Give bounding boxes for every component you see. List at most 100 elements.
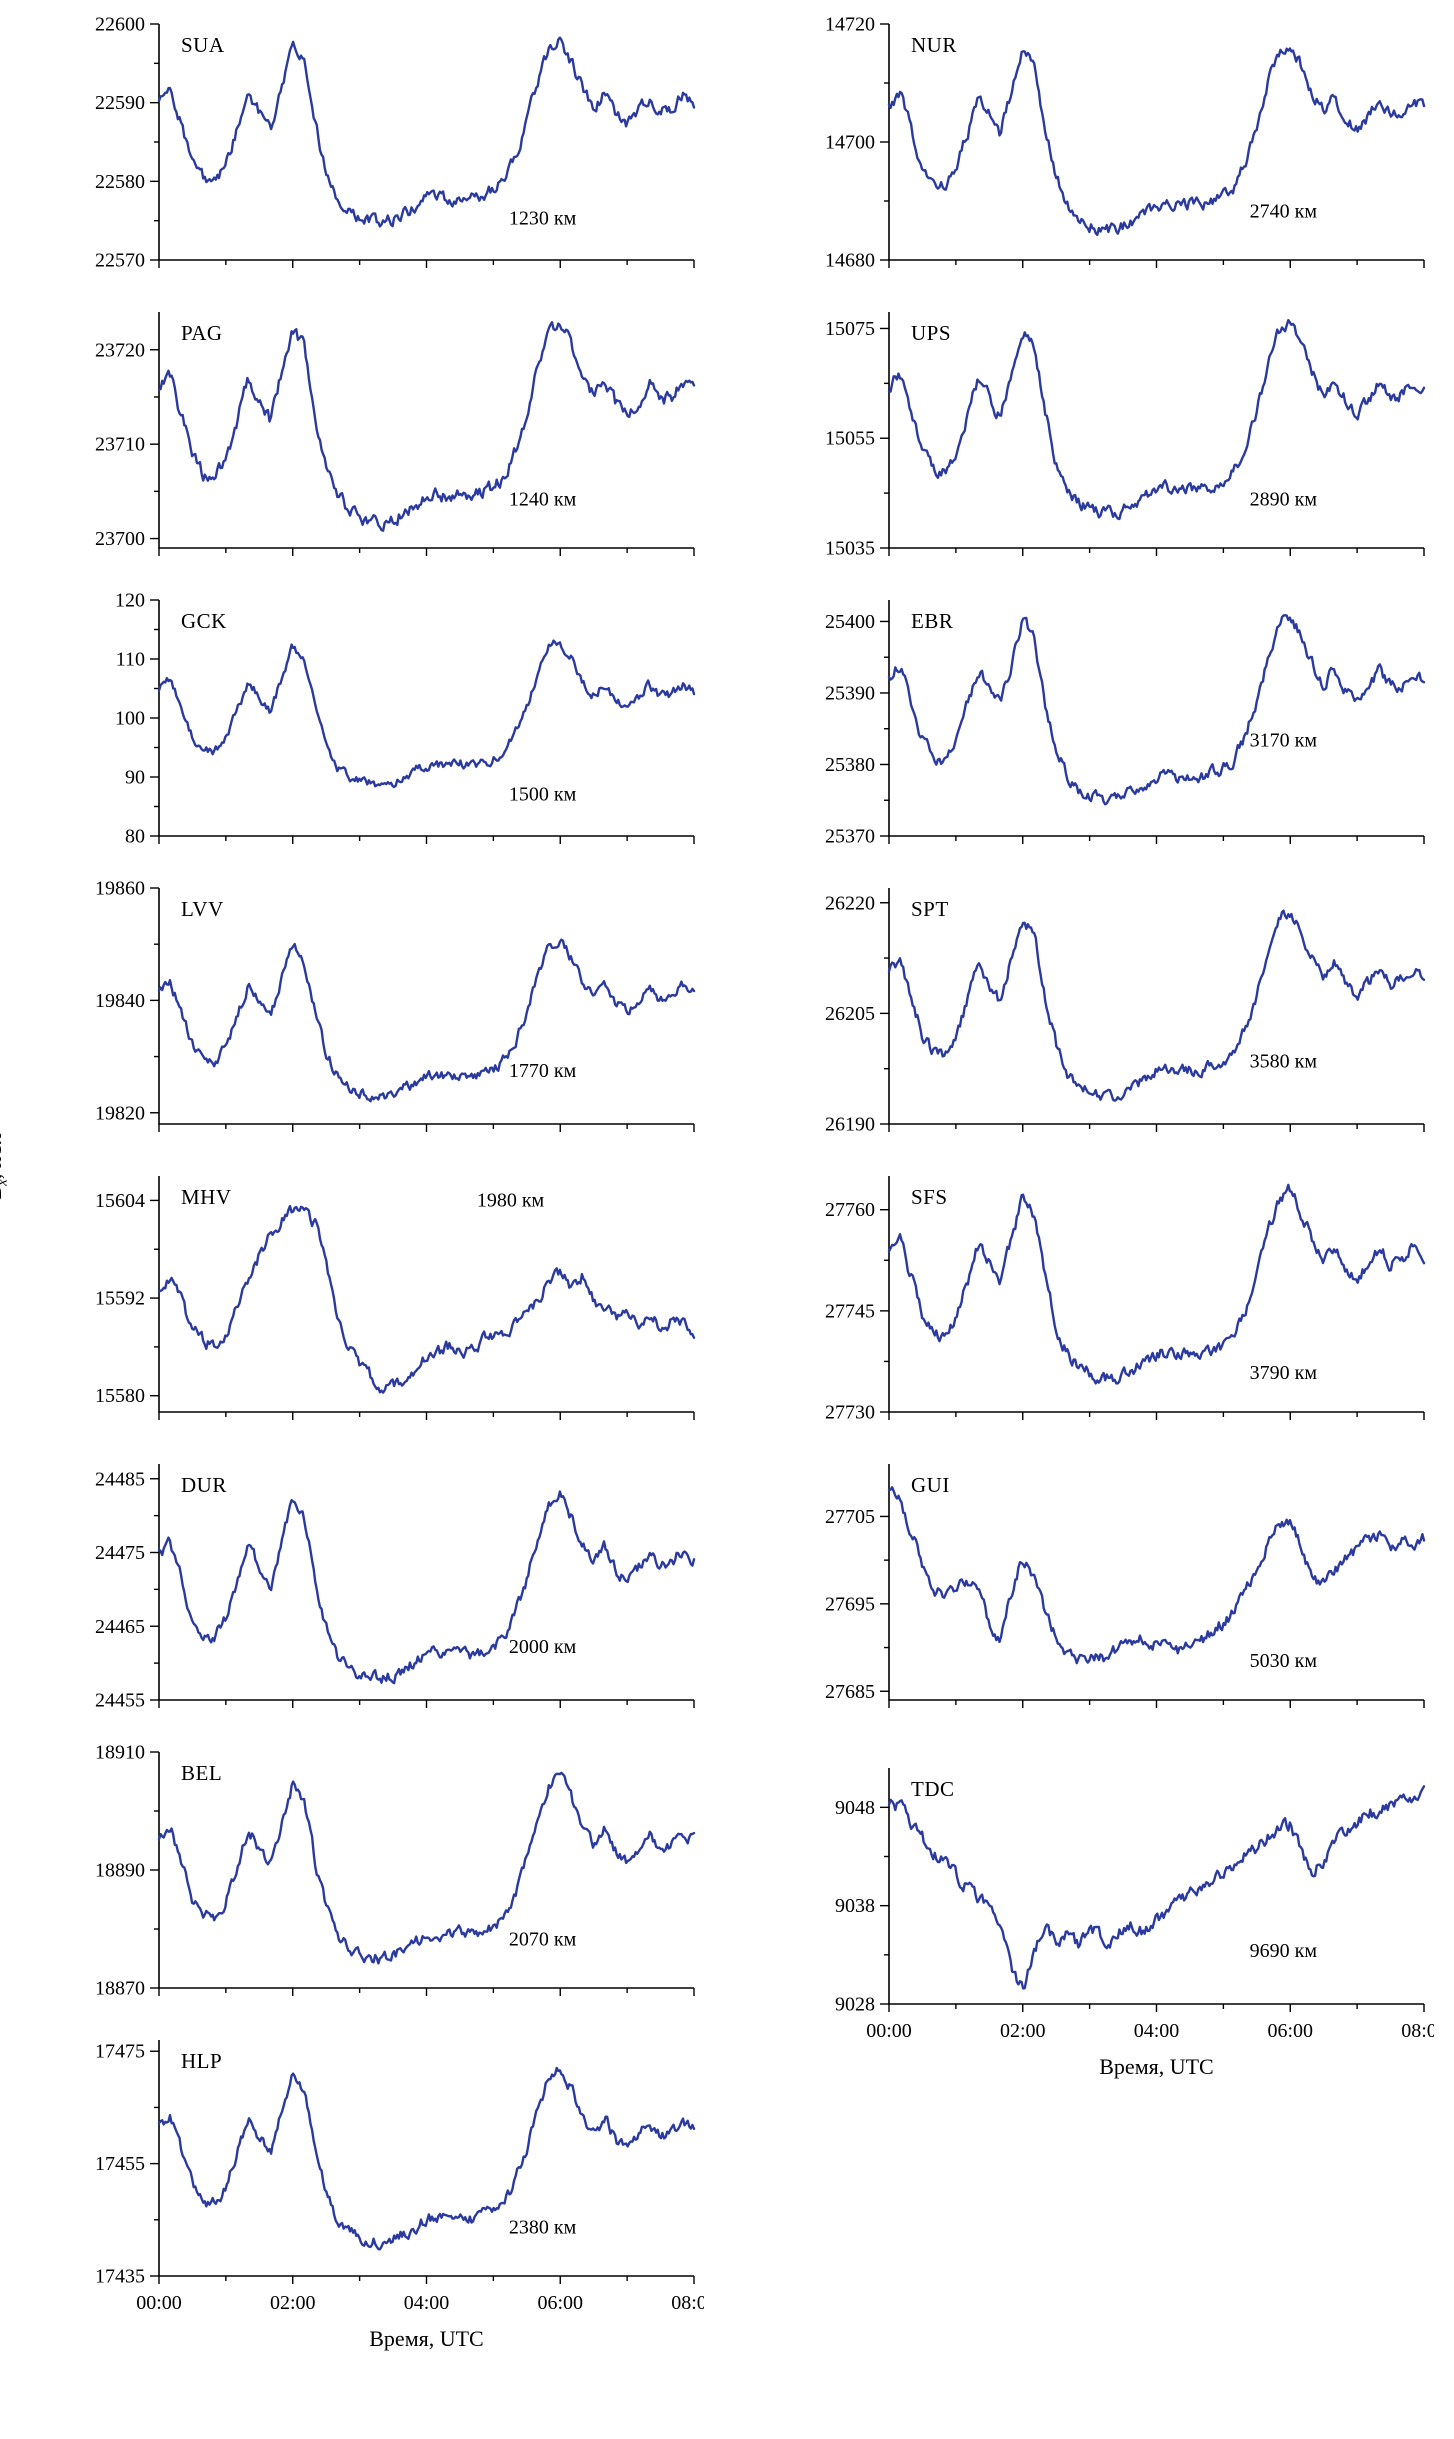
x-tick-label: 04:00 bbox=[404, 2292, 450, 2314]
distance-label: 2740 км bbox=[1250, 201, 1318, 223]
panel-SFS: 27730 27745 27760 SFS 3790 км bbox=[774, 1166, 1434, 1422]
distance-label: 3580 км bbox=[1250, 1050, 1318, 1072]
x-tick-label: 08:00 bbox=[1401, 2020, 1434, 2042]
y-tick-label: 27695 bbox=[825, 1593, 875, 1615]
y-tick-label: 15580 bbox=[95, 1385, 145, 1407]
y-tick-label: 22590 bbox=[95, 92, 145, 114]
y-tick-label: 27745 bbox=[825, 1300, 875, 1322]
panel-TDC: 9028 9038 9048 00:00 02:00 04:00 06:00 08:00 Вре… bbox=[774, 1758, 1434, 2084]
chart-GCK: 80 90 100 110 120 GCK 1500 км bbox=[115, 590, 696, 847]
y-tick-label: 26205 bbox=[825, 1003, 875, 1025]
y-tick-label: 15604 bbox=[95, 1190, 145, 1212]
y-tick-label: 22600 bbox=[95, 14, 145, 36]
y-tick-label: 19820 bbox=[95, 1102, 145, 1124]
distance-label: 2000 км bbox=[509, 1636, 577, 1658]
data-curve-NUR bbox=[887, 47, 1426, 237]
x-tick-label: 00:00 bbox=[136, 2292, 182, 2314]
station-label: BEL bbox=[181, 1761, 222, 1785]
y-tick-label: 15075 bbox=[825, 318, 875, 340]
data-curve-SFS bbox=[887, 1183, 1426, 1385]
data-curve-GUI bbox=[887, 1486, 1426, 1665]
distance-label: 1770 км bbox=[509, 1060, 577, 1082]
data-curve-MHV bbox=[157, 1204, 696, 1394]
axes-spines bbox=[158, 600, 694, 837]
x-axis-label: Время, UTC bbox=[1099, 2054, 1213, 2079]
chart-HLP: 17435 17455 17475 00:00 02:00 04:00 06:00 08:00… bbox=[95, 2040, 704, 2351]
data-curve-SUA bbox=[157, 36, 696, 228]
y-tick-label: 90 bbox=[125, 767, 145, 789]
distance-label: 1500 км bbox=[509, 784, 577, 806]
panel-UPS: 15035 15055 15075 UPS 2890 км bbox=[774, 302, 1434, 558]
panel-MHV: 15580 15592 15604 MHV 1980 км bbox=[44, 1166, 704, 1422]
data-curve-TDC bbox=[887, 1785, 1426, 1990]
y-tick-label: 27760 bbox=[825, 1199, 875, 1221]
panel-GUI: 27685 27695 27705 GUI 5030 км bbox=[774, 1454, 1434, 1710]
x-tick-label: 00:00 bbox=[866, 2020, 912, 2042]
y-tick-label: 17435 bbox=[95, 2266, 145, 2288]
station-label: NUR bbox=[911, 33, 957, 57]
panel-BEL: 18870 18890 18910 BEL 2070 км bbox=[44, 1742, 704, 1998]
y-tick-label: 25400 bbox=[825, 611, 875, 633]
left-column: 22570 22580 22590 22600 SUA 1230 км 23700 23710… bbox=[44, 14, 704, 2356]
axes-spines bbox=[158, 2040, 694, 2277]
chart-MHV: 15580 15592 15604 MHV 1980 км bbox=[95, 1176, 696, 1420]
y-tick-label: 19840 bbox=[95, 990, 145, 1012]
chart-TDC: 9028 9038 9048 00:00 02:00 04:00 06:00 08:00 Вре… bbox=[835, 1768, 1434, 2079]
y-tick-label: 27685 bbox=[825, 1681, 875, 1703]
y-tick-label: 9048 bbox=[835, 1797, 875, 1819]
station-label: LVV bbox=[181, 897, 224, 921]
axes-spines bbox=[888, 1464, 1424, 1701]
axes-spines bbox=[888, 1768, 1424, 2005]
chart-NUR: 14680 14700 14720 NUR 2740 км bbox=[825, 14, 1426, 270]
panel-columns: 22570 22580 22590 22600 SUA 1230 км 23700 23710… bbox=[44, 14, 1454, 2356]
station-label: PAG bbox=[181, 321, 223, 345]
data-curve-LVV bbox=[157, 938, 696, 1103]
axes-spines bbox=[888, 312, 1424, 549]
y-tick-label: 110 bbox=[116, 649, 145, 671]
x-axis-label: Время, UTC bbox=[369, 2326, 483, 2351]
panel-SUA: 22570 22580 22590 22600 SUA 1230 км bbox=[44, 14, 704, 270]
station-label: DUR bbox=[181, 1473, 227, 1497]
y-axis-label-unit: , нТл bbox=[0, 1133, 6, 1179]
x-tick-label: 04:00 bbox=[1134, 2020, 1180, 2042]
y-tick-label: 18890 bbox=[95, 1860, 145, 1882]
y-tick-label: 27730 bbox=[825, 1402, 875, 1423]
y-tick-label: 15055 bbox=[825, 428, 875, 450]
y-tick-label: 18870 bbox=[95, 1978, 145, 1999]
y-tick-label: 17455 bbox=[95, 2153, 145, 2175]
chart-EBR: 25370 25380 25390 25400 EBR 3170 км bbox=[825, 600, 1426, 847]
data-curve-HLP bbox=[157, 2066, 696, 2251]
y-tick-label: 80 bbox=[125, 826, 145, 847]
axes-spines bbox=[888, 24, 1424, 261]
y-tick-label: 22570 bbox=[95, 250, 145, 271]
data-curve-UPS bbox=[887, 319, 1426, 521]
panel-EBR: 25370 25380 25390 25400 EBR 3170 км bbox=[774, 590, 1434, 846]
data-curve-BEL bbox=[157, 1771, 696, 1965]
panel-DUR: 24455 24465 24475 24485 DUR 2000 км bbox=[44, 1454, 704, 1710]
station-label: UPS bbox=[911, 321, 951, 345]
y-tick-label: 14700 bbox=[825, 132, 875, 154]
y-tick-label: 17475 bbox=[95, 2041, 145, 2063]
axes-spines bbox=[158, 1176, 694, 1413]
station-label: MHV bbox=[181, 1185, 232, 1209]
y-tick-label: 15035 bbox=[825, 538, 875, 559]
axes-spines bbox=[888, 1176, 1424, 1413]
y-tick-label: 9038 bbox=[835, 1895, 875, 1917]
station-label: EBR bbox=[911, 609, 953, 633]
station-label: GCK bbox=[181, 609, 227, 633]
chart-BEL: 18870 18890 18910 BEL 2070 км bbox=[95, 1742, 696, 1999]
y-tick-label: 18910 bbox=[95, 1742, 145, 1764]
y-tick-label: 19860 bbox=[95, 878, 145, 900]
y-tick-label: 26220 bbox=[825, 892, 875, 914]
station-label: SFS bbox=[911, 1185, 948, 1209]
y-tick-label: 25370 bbox=[825, 826, 875, 847]
y-tick-label: 14720 bbox=[825, 14, 875, 36]
data-curve-GCK bbox=[157, 639, 696, 789]
distance-label: 2070 км bbox=[509, 1929, 577, 1951]
y-tick-label: 100 bbox=[115, 708, 145, 730]
distance-label: 1980 км bbox=[477, 1190, 545, 1212]
y-axis-label-variable: B bbox=[0, 1186, 6, 1199]
y-tick-label: 23720 bbox=[95, 339, 145, 361]
x-tick-label: 02:00 bbox=[1000, 2020, 1046, 2042]
data-curve-EBR bbox=[887, 614, 1426, 806]
